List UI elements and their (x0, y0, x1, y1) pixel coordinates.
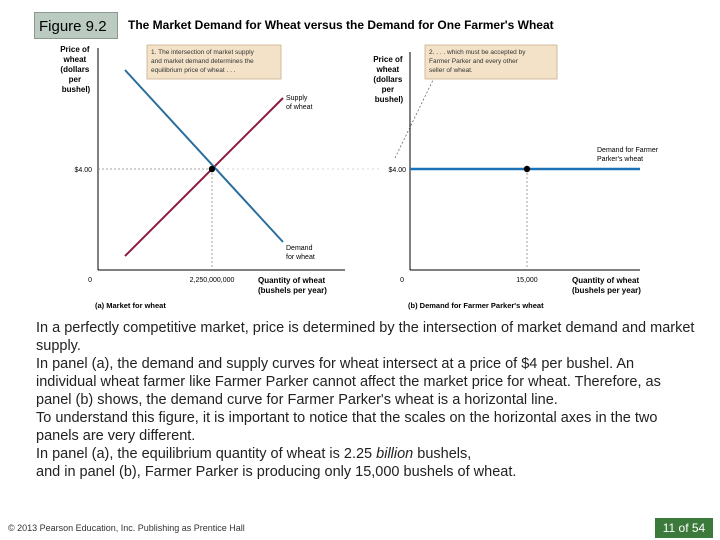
panel-b-x-axis-label: Quantity of wheat (bushels per year) (572, 276, 641, 295)
panel-a: Price of wheat (dollars per bushel) Supp… (60, 44, 380, 310)
panel-b-note-line: seller of wheat. (429, 67, 473, 74)
panel-b-x-label-line: (bushels per year) (572, 286, 641, 295)
panel-a-price-tick: $4.00 (74, 167, 92, 174)
panel-b-y-label-line: bushel) (375, 95, 404, 104)
explanation-paragraph: In panel (a), the equilibrium quantity o… (36, 445, 696, 463)
figure-diagram: Price of wheat (dollars per bushel) Supp… (60, 44, 660, 310)
panel-b-y-label-line: (dollars (373, 75, 402, 84)
market-equilibrium-point (208, 165, 216, 173)
panel-b: Price of wheat (dollars per bushel) Dema… (373, 44, 660, 310)
panel-b-y-label-line: per (382, 85, 394, 94)
panel-b-price-tick: $4.00 (388, 167, 406, 174)
panel-b-note-box (424, 44, 558, 80)
farmer-equilibrium-point (523, 165, 531, 173)
explanation-paragraph: In a perfectly competitive market, price… (36, 320, 695, 354)
figure-title: The Market Demand for Wheat versus the D… (128, 18, 554, 32)
demand-label-line: for wheat (286, 254, 315, 261)
demand-label-line: Demand (286, 245, 313, 252)
paragraph-segment: bushels, (413, 446, 472, 462)
panel-a-note-line: equilibrium price of wheat . . . (151, 67, 236, 74)
demand-label: Demand for wheat (286, 245, 315, 261)
panel-b-caption: (b) Demand for Farmer Parker's wheat (408, 301, 544, 310)
panel-a-note-line: 1. The intersection of market supply (151, 49, 255, 56)
copyright-footer: © 2013 Pearson Education, Inc. Publishin… (8, 523, 245, 533)
panel-b-origin: 0 (400, 277, 404, 284)
farmer-demand-label-line: Demand for Farmer (597, 147, 659, 154)
panel-b-note-line: 2. . . . which must be accepted by (429, 49, 526, 56)
explanation-paragraph: In panel (a), the demand and supply curv… (36, 356, 661, 408)
panel-b-y-label-line: Price of (373, 55, 403, 64)
panel-a-y-label-line: Price of (60, 45, 90, 54)
panel-a-origin: 0 (88, 277, 92, 284)
supply-label-line: of wheat (286, 104, 313, 111)
panel-a-x-label-line: (bushels per year) (258, 286, 327, 295)
slide-page-number: 11 of 54 (655, 518, 713, 538)
panel-a-caption: (a) Market for wheat (95, 301, 166, 310)
supply-curve (124, 97, 284, 257)
supply-label-line: Supply (286, 95, 308, 102)
panel-a-note-line: and market demand determines the (151, 58, 254, 65)
panel-a-y-label-line: (dollars (60, 65, 89, 74)
farmer-demand-label-line: Parker's wheat (597, 156, 643, 163)
farmer-demand-label: Demand for Farmer Parker's wheat (597, 147, 660, 163)
panel-a-x-label-line: Quantity of wheat (258, 276, 325, 285)
emphasis-billion: billion (376, 446, 414, 462)
explanation-paragraph: To understand this figure, it is importa… (36, 410, 658, 444)
paragraph-segment: In panel (a), the equilibrium quantity o… (36, 446, 377, 462)
panel-b-note-text: 2. . . . which must be accepted by Farme… (429, 49, 527, 74)
panel-b-x-label-line: Quantity of wheat (572, 276, 639, 285)
panel-a-y-label-line: wheat (63, 55, 87, 64)
explanation-paragraph: and in panel (b), Farmer Parker is produ… (36, 464, 517, 480)
note-pointer-line (394, 79, 434, 159)
panel-a-y-label-line: per (69, 75, 81, 84)
panel-b-y-axis-label: Price of wheat (dollars per bushel) (373, 55, 405, 104)
explanation-text: In a perfectly competitive market, price… (36, 319, 696, 481)
panel-a-y-label-line: bushel) (62, 85, 91, 94)
supply-label: Supply of wheat (286, 95, 313, 111)
panel-b-note-line: Farmer Parker and every other (429, 58, 519, 65)
panel-b-quantity-tick: 15,000 (516, 277, 538, 284)
panel-a-note-text: 1. The intersection of market supply and… (151, 49, 256, 74)
panel-b-y-label-line: wheat (376, 65, 400, 74)
figure-label: Figure 9.2 (34, 12, 118, 39)
panel-a-x-axis-label: Quantity of wheat (bushels per year) (258, 276, 327, 295)
panel-a-quantity-tick: 2,250,000,000 (190, 277, 235, 284)
market-demand-curve (124, 69, 284, 243)
panel-a-y-axis-label: Price of wheat (dollars per bushel) (60, 45, 92, 94)
panel-a-note-box (146, 44, 282, 80)
